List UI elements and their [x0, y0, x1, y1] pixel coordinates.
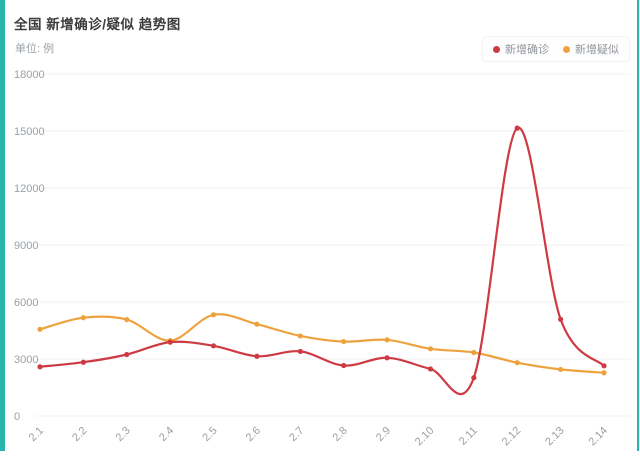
- data-point-marker-suspected[interactable]: [341, 338, 347, 345]
- data-point-marker-confirmed[interactable]: [341, 362, 347, 369]
- y-axis-label: 12000: [14, 183, 45, 195]
- confirmed-marker-icon: [493, 45, 500, 53]
- data-point-marker-suspected[interactable]: [427, 346, 434, 352]
- x-axis-label: 2.11: [457, 425, 480, 448]
- x-axis-label: 2.12: [500, 425, 524, 449]
- accent-stripe-left: [0, 0, 5, 451]
- x-axis-label: 2.8: [331, 425, 350, 444]
- data-point-marker-suspected[interactable]: [80, 315, 86, 321]
- accent-stripe-right: [637, 0, 639, 451]
- data-point-marker-confirmed[interactable]: [37, 364, 43, 370]
- x-axis-label: 2.3: [114, 425, 133, 444]
- y-axis-label: 0: [14, 411, 20, 423]
- y-axis-label: 6000: [14, 297, 38, 309]
- y-axis-label: 15000: [14, 126, 45, 138]
- x-axis-label: 2.10: [413, 425, 437, 449]
- data-point-marker-suspected[interactable]: [210, 312, 217, 318]
- y-axis-label: 3000: [14, 354, 38, 366]
- data-point-marker-suspected[interactable]: [297, 333, 303, 339]
- x-axis-label: 2.5: [200, 425, 219, 444]
- data-point-marker-confirmed[interactable]: [254, 353, 260, 359]
- x-axis-label: 2.4: [157, 425, 176, 444]
- chart-legend: 新增确诊 新增疑似: [482, 36, 630, 62]
- unit-label: 单位: 例: [15, 43, 55, 55]
- data-point-marker-confirmed[interactable]: [124, 351, 130, 358]
- data-point-marker-confirmed[interactable]: [210, 343, 217, 349]
- legend-item-confirmed[interactable]: 新增确诊: [493, 41, 549, 57]
- suspected-marker-icon: [563, 45, 570, 53]
- data-point-marker-suspected[interactable]: [384, 337, 390, 343]
- legend-item-suspected[interactable]: 新增疑似: [563, 41, 619, 57]
- y-axis-label: 9000: [14, 240, 38, 252]
- data-point-marker-suspected[interactable]: [514, 360, 520, 366]
- legend-label-confirmed: 新增确诊: [505, 44, 549, 56]
- data-point-marker-confirmed[interactable]: [558, 316, 564, 322]
- data-point-marker-confirmed[interactable]: [167, 339, 173, 345]
- data-point-marker-confirmed[interactable]: [427, 366, 434, 372]
- series-line-suspected: [38, 313, 606, 374]
- data-point-marker-suspected[interactable]: [558, 366, 564, 373]
- data-point-marker-confirmed[interactable]: [80, 359, 86, 365]
- data-point-marker-suspected[interactable]: [37, 326, 43, 332]
- data-point-marker-confirmed[interactable]: [471, 375, 477, 381]
- data-point-marker-confirmed[interactable]: [514, 125, 520, 131]
- data-point-marker-suspected[interactable]: [471, 349, 477, 356]
- y-axis-label: 18000: [14, 69, 45, 81]
- data-point-marker-suspected[interactable]: [124, 317, 130, 323]
- x-axis-label: 2.6: [244, 425, 263, 444]
- data-point-marker-suspected[interactable]: [601, 370, 607, 376]
- x-axis-label: 2.2: [70, 425, 89, 444]
- legend-label-suspected: 新增疑似: [575, 44, 619, 56]
- series-line-confirmed: [38, 126, 606, 396]
- data-point-marker-confirmed[interactable]: [601, 363, 607, 369]
- data-point-marker-confirmed[interactable]: [297, 348, 303, 355]
- x-axis-label: 2.7: [287, 425, 306, 444]
- x-axis-label: 2.1: [27, 425, 46, 444]
- x-axis-label: 2.13: [543, 425, 567, 449]
- data-point-marker-suspected[interactable]: [254, 321, 260, 327]
- x-axis-label: 2.9: [374, 425, 393, 444]
- data-point-marker-confirmed[interactable]: [384, 355, 390, 361]
- x-axis-label: 2.14: [586, 425, 610, 449]
- page-title: 全国 新增确诊/疑似 趋势图: [14, 17, 181, 32]
